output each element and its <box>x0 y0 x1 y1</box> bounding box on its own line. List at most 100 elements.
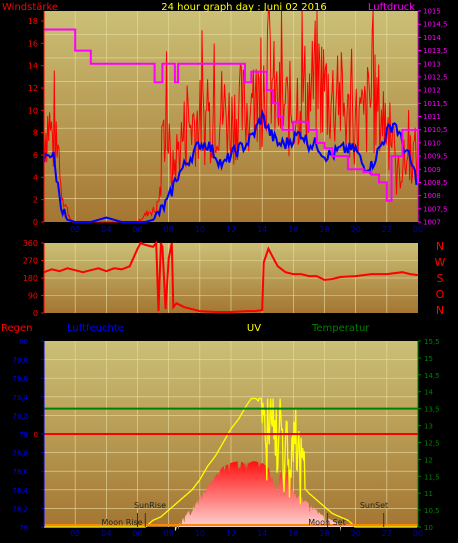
time-tick-label: 18 <box>319 225 329 234</box>
time-tick-label: 12 <box>226 529 236 538</box>
wind-y-tick-label: 14 <box>28 62 38 71</box>
humidity-y-tick-label: 79,2 <box>12 412 28 420</box>
temperature-y-tick-label: 11 <box>424 490 433 498</box>
time-tick-label: 14 <box>257 225 267 234</box>
direction-y-tick-label: 90 <box>28 292 38 301</box>
pressure-y-tick-label: 1007 <box>423 219 441 227</box>
time-tick-label: 20 <box>351 225 361 234</box>
time-tick-label: 00 <box>413 529 423 538</box>
temperature-y-tick-label: 12,5 <box>424 439 440 447</box>
pressure-y-tick-label: 1010 <box>423 139 441 147</box>
humidity-y-tick-label: 78,2 <box>12 505 28 513</box>
time-tick-label: 02 <box>70 529 80 538</box>
wind-average-line <box>43 108 418 223</box>
wind-y-tick-label: 8 <box>33 129 38 138</box>
moonrise-label: Moon Rise <box>101 518 142 527</box>
time-tick-label: 16 <box>288 225 298 234</box>
wind-y-tick-label: 18 <box>28 17 38 26</box>
temperature-y-tick-label: 13 <box>424 423 433 431</box>
humidity-y-tick-label: 78,4 <box>12 487 28 495</box>
pressure-y-tick-label: 1014 <box>423 34 441 42</box>
time-tick-label: 06 <box>132 529 142 538</box>
wind-y-tick-label: 0 <box>33 218 38 227</box>
compass-w: W <box>435 256 446 269</box>
pressure-y-tick-label: 1015 <box>423 8 441 16</box>
temperature-y-tick-label: 12 <box>424 456 433 464</box>
humidity-y-tick-label: 78 <box>19 524 28 532</box>
wind-strength-label: Windstärke <box>2 2 58 13</box>
time-tick-label: 06 <box>132 225 142 234</box>
pressure-label: Luftdruck <box>368 2 415 13</box>
pressure-y-tick-label: 1008,5 <box>423 179 448 187</box>
time-tick-label: 02 <box>70 225 80 234</box>
wind-y-tick-label: 4 <box>33 173 38 182</box>
rain-label: Regen <box>1 323 33 334</box>
pressure-y-tick-label: 1010,5 <box>423 126 448 134</box>
time-tick-label: 04 <box>101 225 111 234</box>
direction-y-tick-label: 0 <box>33 309 38 318</box>
pressure-y-tick-label: 1014,5 <box>423 21 448 29</box>
time-tick-label: 08 <box>164 529 174 538</box>
wind-y-tick-label: 10 <box>28 106 38 115</box>
temperature-y-tick-label: 15,5 <box>424 338 440 346</box>
compass-n-bottom: N <box>436 304 444 317</box>
time-tick-label: 16 <box>288 529 298 538</box>
pressure-y-tick-label: 1012,5 <box>423 73 448 81</box>
wind-direction-line <box>43 240 419 313</box>
wind-y-tick-label: 6 <box>33 151 38 160</box>
compass-o: O <box>436 288 445 301</box>
direction-y-tick-label: 360 <box>23 239 38 248</box>
sunset-label: SunSet <box>360 501 388 510</box>
pressure-line <box>43 28 419 202</box>
sunrise-label: SunRise <box>134 501 166 510</box>
humidity-y-tick-label: 79,8 <box>12 357 28 365</box>
time-tick-label: 08 <box>164 225 174 234</box>
humidity-y-tick-label: 79,4 <box>12 394 28 402</box>
wind-y-tick-label: 2 <box>33 196 38 205</box>
humidity-y-tick-label: 79 <box>19 431 28 439</box>
temperature-y-tick-label: 10,5 <box>424 507 440 515</box>
humidity-y-tick-label: 80 <box>19 338 28 346</box>
temperature-y-tick-label: 11,5 <box>424 473 440 481</box>
humidity-label: Luftfeuchte <box>67 323 124 334</box>
pressure-y-tick-label: 1008 <box>423 192 441 200</box>
time-tick-label: 00 <box>413 225 423 234</box>
time-tick-label: 14 <box>257 529 267 538</box>
pressure-y-tick-label: 1011,5 <box>423 100 448 108</box>
pressure-y-tick-label: 1012 <box>423 87 441 95</box>
time-tick-label: 04 <box>101 529 111 538</box>
wind-y-tick-label: 12 <box>28 84 38 93</box>
compass-s: S <box>437 272 444 285</box>
time-tick-label: 12 <box>226 225 236 234</box>
humidity-y-tick-label: 78,8 <box>12 450 28 458</box>
compass-n-top: N <box>436 240 444 253</box>
moonset-label: Moon Set <box>308 518 345 527</box>
pressure-y-tick-label: 1009,5 <box>423 153 448 161</box>
pressure-y-tick-label: 1011 <box>423 113 441 121</box>
temperature-y-tick-label: 14 <box>424 389 433 397</box>
uv-area <box>174 461 356 532</box>
direction-y-tick-label: 180 <box>23 274 38 283</box>
pressure-y-tick-label: 1009 <box>423 166 441 174</box>
uv-label: UV <box>247 323 261 334</box>
time-tick-label: 20 <box>351 529 361 538</box>
temperature-y-tick-label: 14,5 <box>424 372 440 380</box>
direction-y-tick-label: 270 <box>23 257 38 266</box>
humidity-y-tick-label: 78,6 <box>12 468 28 476</box>
time-tick-label: 22 <box>382 529 392 538</box>
time-tick-label: 18 <box>319 529 329 538</box>
wind-y-tick-label: 16 <box>28 39 38 48</box>
temperature-y-tick-label: 13,5 <box>424 406 440 414</box>
humidity-y-tick-label: 79,6 <box>12 375 28 383</box>
rain-y-tick-label: 0 <box>34 431 38 439</box>
chart-title: 24 hour graph day : Juni 02 2016 <box>161 2 327 13</box>
temperature-y-tick-label: 15 <box>424 355 433 363</box>
pressure-y-tick-label: 1007,5 <box>423 205 448 213</box>
time-tick-label: 10 <box>195 225 205 234</box>
pressure-y-tick-label: 1013 <box>423 60 441 68</box>
uv-line <box>44 397 418 528</box>
pressure-y-tick-label: 1013,5 <box>423 47 448 55</box>
temperature-y-tick-label: 10 <box>424 524 433 532</box>
